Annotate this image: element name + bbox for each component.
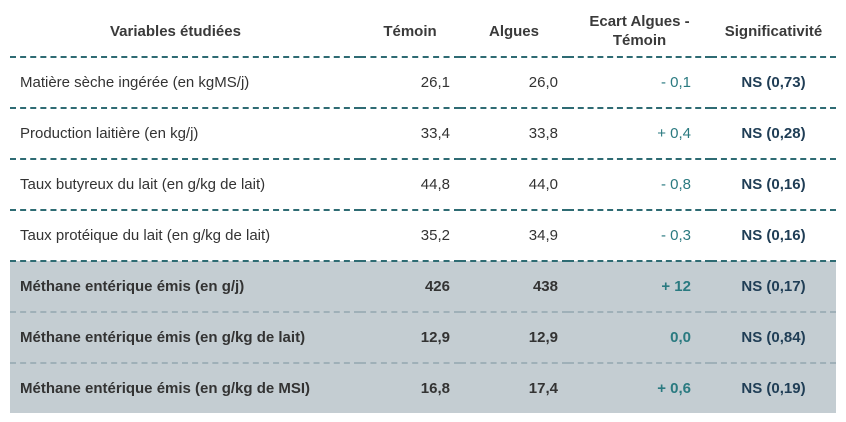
cell: + 0,6	[657, 380, 691, 397]
cell: 26,1	[360, 57, 460, 109]
cell: 44,8	[360, 159, 460, 211]
cell: NS (0,84)	[711, 312, 836, 364]
column-header: Significativité	[711, 6, 836, 58]
table-row: Production laitière (en kg/j) 33,4 33,8 + 0…	[10, 108, 836, 160]
row-label: Méthane entérique émis (en g/kg de lait)	[10, 312, 360, 364]
row-label: Taux butyreux du lait (en g/kg de lait)	[10, 159, 360, 211]
table-row: Taux butyreux du lait (en g/kg de lait) 4…	[10, 159, 836, 211]
cell: 33,8	[460, 108, 568, 160]
cell: 12,9	[360, 312, 460, 364]
column-header: Ecart Algues - Témoin	[568, 6, 711, 58]
table-body: Matière sèche ingérée (en kgMS/j) 26,1 26,…	[10, 57, 836, 413]
cell: 44,0	[460, 159, 568, 211]
row-label: Méthane entérique émis (en g/j)	[10, 261, 360, 313]
cell: - 0,1	[568, 57, 711, 109]
cell: NS (0,16)	[711, 159, 836, 211]
column-header: Variables étudiées	[10, 6, 360, 58]
column-header: Témoin	[360, 6, 460, 58]
cell: 0,0	[568, 312, 711, 364]
row-label: Méthane entérique émis (en g/kg de MSI)	[20, 380, 311, 397]
cell: - 0,3	[568, 210, 711, 262]
cell: 33,4	[360, 108, 460, 160]
cell: 35,2	[360, 210, 460, 262]
cell: NS (0,19)	[741, 380, 806, 397]
table-row: Méthane entérique émis (en g/kg de lait)…	[10, 312, 836, 364]
cell: 438	[460, 261, 568, 313]
cell: 34,9	[460, 210, 568, 262]
cell: 426	[360, 261, 460, 313]
cell: NS (0,28)	[711, 108, 836, 160]
column-header: Algues	[460, 6, 568, 58]
cell: NS (0,73)	[711, 57, 836, 109]
results-table: Variables étudiées Témoin Algues Ecart Algu…	[10, 6, 836, 413]
cell: + 12	[568, 261, 711, 313]
table-row: Méthane entérique émis (en g/kg de MSI) 1…	[10, 363, 836, 413]
cell: NS (0,17)	[711, 261, 836, 313]
table-row: Taux protéique du lait (en g/kg de lait)…	[10, 210, 836, 262]
cell: 16,8	[420, 380, 450, 397]
table-row: Matière sèche ingérée (en kgMS/j) 26,1 26,…	[10, 57, 836, 109]
row-label: Taux protéique du lait (en g/kg de lait)	[10, 210, 360, 262]
cell: 12,9	[460, 312, 568, 364]
cell: 26,0	[460, 57, 568, 109]
cell: + 0,4	[568, 108, 711, 160]
cell: NS (0,16)	[711, 210, 836, 262]
cell: - 0,8	[568, 159, 711, 211]
row-label: Matière sèche ingérée (en kgMS/j)	[10, 57, 360, 109]
cell: 17,4	[528, 380, 558, 397]
table-row: Méthane entérique émis (en g/j) 426 438 + 1…	[10, 261, 836, 313]
row-label: Production laitière (en kg/j)	[10, 108, 360, 160]
header-row: Variables étudiées Témoin Algues Ecart Algu…	[10, 6, 836, 58]
